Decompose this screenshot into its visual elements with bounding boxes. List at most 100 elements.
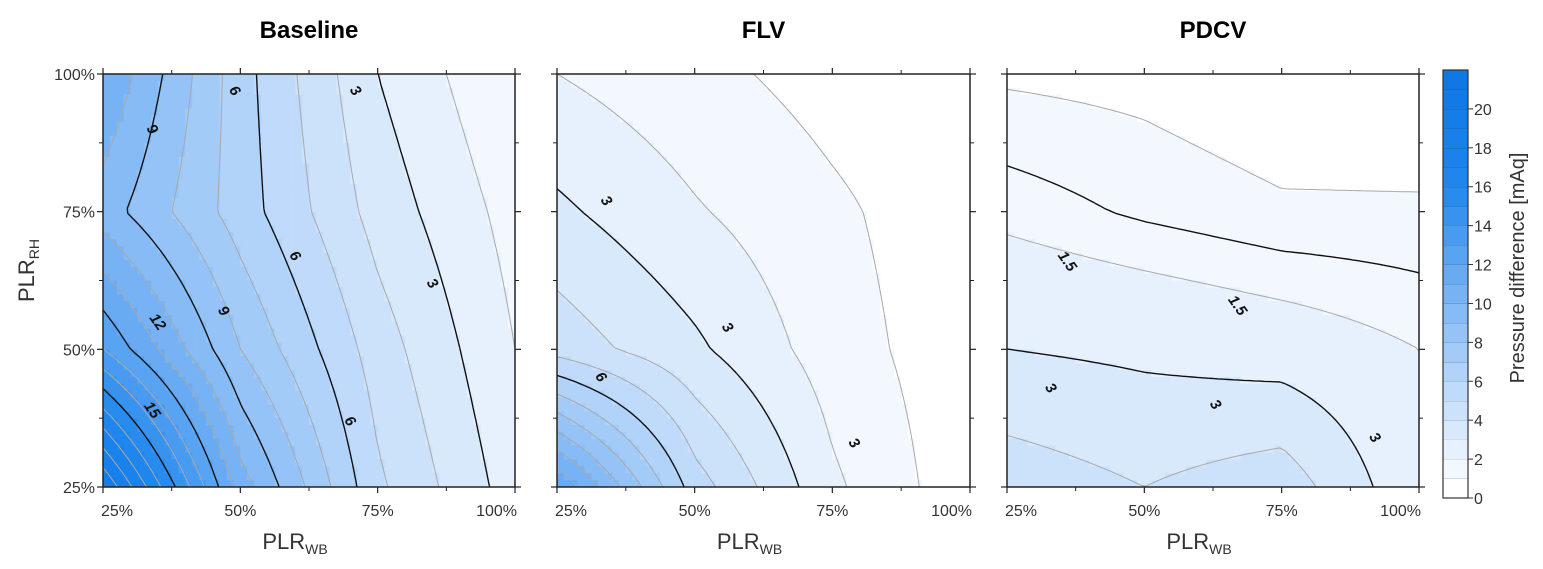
contour-cell [240, 287, 248, 295]
contour-cell [226, 480, 235, 487]
contour-cell [804, 191, 813, 199]
contour-cell [137, 328, 145, 337]
contour-cell [260, 376, 269, 385]
contour-cell [742, 197, 751, 206]
contour-cell [226, 328, 235, 337]
contour-cell [178, 232, 186, 240]
contour-cell [480, 452, 489, 461]
contour-line-minor [172, 74, 306, 487]
contour-cell [839, 177, 847, 185]
contour-cell [694, 218, 703, 227]
contour-cell [274, 356, 283, 364]
contour-cell [247, 184, 255, 192]
contour-cell [309, 321, 317, 330]
contour-cell [295, 314, 303, 323]
contour-cell [412, 87, 420, 96]
contour-cell [508, 411, 515, 419]
contour-cell [405, 232, 413, 240]
contour-cell [267, 211, 276, 220]
contour-cell [357, 438, 365, 447]
contour-cell [164, 122, 173, 130]
contour-cell [377, 129, 386, 137]
contour-cell [425, 218, 434, 227]
contour-cell [921, 149, 930, 158]
contour-cell [109, 314, 118, 323]
contour-cell [247, 74, 255, 82]
contour-cell [370, 280, 379, 288]
contour-cell [466, 232, 475, 240]
contour-cell [646, 142, 654, 151]
contour-cell [185, 87, 193, 96]
contour-cell [908, 149, 916, 158]
contour-cell [832, 94, 840, 103]
contour-cell [130, 452, 138, 461]
contour-cell [908, 94, 916, 103]
contour-cell [680, 115, 689, 123]
contour-cell [859, 197, 868, 206]
contour-cell [660, 115, 668, 123]
contour-cell [473, 211, 482, 220]
contour-cell [233, 480, 241, 487]
contour-cell [274, 101, 283, 110]
contour-cell [144, 349, 152, 357]
contour-cell [735, 108, 744, 116]
contour-cell [715, 197, 723, 206]
contour-cell [742, 170, 751, 178]
contour-cell [212, 259, 221, 268]
contour-cell [267, 390, 276, 399]
contour-cell [763, 94, 771, 103]
contour-cell [639, 135, 648, 144]
contour-cell [343, 225, 351, 233]
contour-cell [151, 266, 159, 275]
contour-cell [267, 170, 276, 178]
contour-cell [791, 142, 799, 151]
contour-cell [123, 232, 132, 240]
contour-cell [508, 204, 515, 213]
contour-cell [123, 404, 132, 412]
contour-cell [701, 197, 710, 206]
contour-cell [144, 314, 152, 323]
contour-cell [336, 163, 344, 171]
contour-cell [466, 418, 475, 426]
contour-cell [206, 191, 214, 199]
contour-cell [473, 129, 482, 137]
contour-cell [384, 376, 392, 385]
contour-cell [501, 480, 509, 487]
contour-cell [185, 390, 193, 399]
contour-cell [350, 177, 358, 185]
contour-cell [206, 74, 214, 82]
contour-cell [680, 108, 689, 116]
contour-cell [391, 480, 399, 487]
contour-cell [935, 177, 944, 185]
contour-cell [247, 225, 255, 233]
contour-cell [103, 87, 111, 96]
contour-cell [295, 232, 303, 240]
contour-cell [412, 438, 420, 447]
contour-cell [660, 87, 668, 96]
contour-cell [295, 135, 303, 144]
contour-cell [460, 466, 468, 474]
contour-cell [412, 363, 420, 371]
contour-cell [363, 390, 372, 399]
contour-cell [363, 197, 372, 206]
contour-cell [109, 122, 118, 130]
contour-cell [274, 404, 283, 412]
y-tick-label: 75% [63, 205, 95, 222]
contour-cell [398, 101, 406, 110]
contour-cell [260, 356, 269, 364]
contour-cell [212, 397, 221, 405]
contour-cell [295, 266, 303, 275]
contour-cell [164, 418, 173, 426]
contour-cell [797, 101, 806, 110]
contour-cell [384, 349, 392, 357]
contour-cell [123, 211, 132, 220]
contour-cell [446, 225, 454, 233]
contour-cell [322, 418, 331, 426]
contour-cell [322, 328, 331, 337]
contour-cell [226, 266, 235, 275]
contour-cell [405, 94, 413, 103]
contour-cell [494, 163, 502, 171]
contour-cell [254, 287, 262, 295]
contour-cell [557, 80, 565, 89]
contour-cell [384, 101, 392, 110]
